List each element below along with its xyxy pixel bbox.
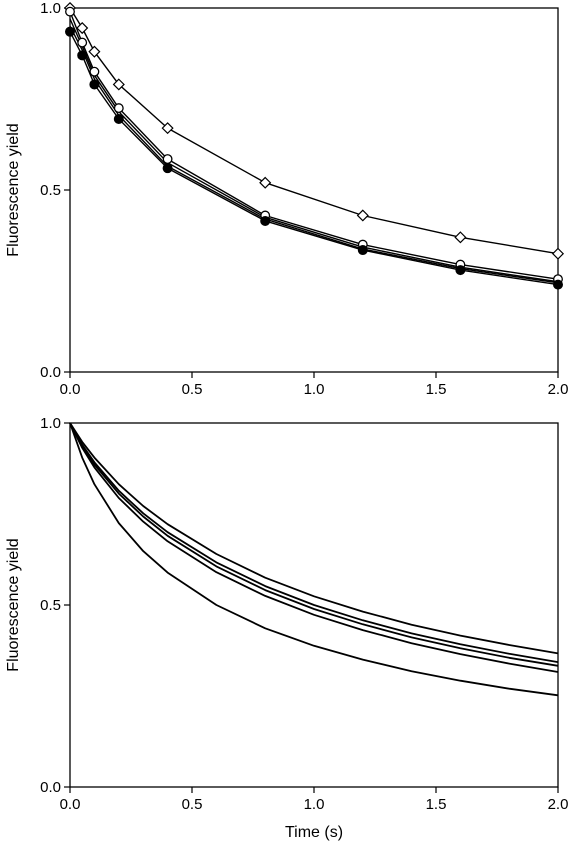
- top-series-5-point: [65, 26, 75, 37]
- top-series-1-line: [69, 7, 559, 255]
- bottom-x-axis-title: Time (s): [285, 824, 343, 841]
- top-series-2-point: [162, 154, 173, 165]
- top-series-2-line: [69, 11, 559, 280]
- top-series-5-point: [89, 79, 100, 90]
- bottom-y-tick-label: 0.5: [40, 597, 61, 614]
- top-series-1-point: [259, 176, 272, 189]
- top-series-5-point: [260, 215, 271, 226]
- top-series-5-point: [357, 245, 368, 256]
- top-series-1-point: [551, 247, 565, 260]
- top-series-3-line: [69, 18, 559, 283]
- bottom-x-tick-label: 0.5: [182, 796, 203, 813]
- top-series-1-point: [161, 122, 174, 135]
- bottom-chart-plot-area: 0.0 0.5 1.0 1.5 2.0 0.0 0.5 1.0 Fluorescence yie…: [5, 415, 568, 841]
- top-x-tick-label: 0.5: [182, 381, 203, 398]
- bottom-x-tick-label: 2.0: [548, 796, 569, 813]
- top-chart-plot-area: 0.0 0.5 1.0 1.5 2.0 0.0 0.5 1.0 Fluorescence yie…: [5, 0, 568, 398]
- top-series-5-point: [113, 114, 124, 125]
- top-y-tick-label: 0.5: [40, 182, 61, 199]
- top-series-1-point: [76, 21, 89, 35]
- bottom-chart-panel: 0.0 0.5 1.0 1.5 2.0 0.0 0.5 1.0 Fluorescence yie…: [5, 415, 568, 841]
- bottom-series-4-line: [69, 422, 559, 673]
- bottom-x-tick-label: 1.0: [304, 796, 325, 813]
- top-series-2-point: [65, 6, 75, 17]
- bottom-y-axis-title: Fluorescence yield: [5, 538, 22, 671]
- top-plot-frame: [69, 7, 559, 373]
- top-x-tick-label: 1.0: [304, 381, 325, 398]
- top-series-5-point: [77, 50, 88, 61]
- bottom-y-tick-label: 1.0: [40, 415, 61, 432]
- top-x-tick-label: 1.5: [426, 381, 447, 398]
- top-y-tick-label: 1.0: [40, 0, 61, 17]
- bottom-series-1-line: [69, 422, 559, 655]
- top-series-1-point: [88, 45, 101, 58]
- bottom-series-3-line: [69, 422, 559, 667]
- top-x-tick-label: 0.0: [60, 381, 81, 398]
- bottom-series-2-line: [69, 422, 559, 663]
- top-series-2-point: [89, 66, 100, 77]
- top-series-5-point: [455, 265, 466, 276]
- top-y-tick-label: 0.0: [40, 364, 61, 381]
- top-series-5-point: [553, 279, 563, 290]
- top-series-1-point: [454, 231, 467, 244]
- top-chart-panel: 0.0 0.5 1.0 1.5 2.0 0.0 0.5 1.0 Fluorescence yie…: [5, 0, 568, 398]
- top-series-2-point: [77, 37, 88, 48]
- top-series-5-point: [162, 163, 173, 174]
- bottom-y-tick-label: 0.0: [40, 779, 61, 796]
- bottom-x-tick-label: 1.5: [426, 796, 447, 813]
- top-series-4-line: [69, 25, 559, 284]
- top-series-2-point: [113, 103, 124, 114]
- top-x-tick-label: 2.0: [548, 381, 569, 398]
- top-series-1-point: [112, 78, 125, 91]
- bottom-series-5-line: [69, 422, 559, 697]
- top-series-1-point: [356, 209, 369, 222]
- top-y-axis-title: Fluorescence yield: [5, 123, 22, 256]
- top-series-5-line: [69, 31, 559, 286]
- bottom-x-tick-label: 0.0: [60, 796, 81, 813]
